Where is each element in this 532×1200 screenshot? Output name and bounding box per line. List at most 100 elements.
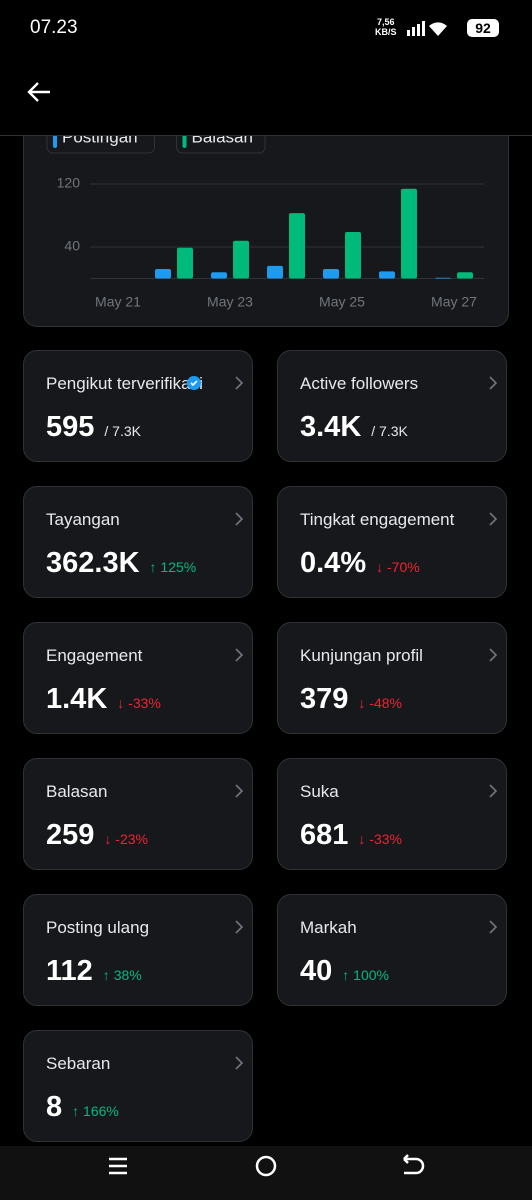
metric-value: 112 (46, 955, 93, 987)
metric-value: 379 (300, 683, 349, 715)
metric-title: Suka (300, 767, 470, 815)
header (0, 55, 532, 136)
metric-change: -33% (117, 695, 161, 711)
nav-icons (109, 1154, 425, 1177)
chevron (489, 784, 498, 798)
metric-value-row: 259 -23% (46, 819, 148, 852)
metric-value-row: 595 / 7.3K (46, 411, 141, 444)
speed-unit: KB/S (375, 27, 397, 37)
status-bar: 07.23 7,56 KB/S 92 (0, 0, 532, 55)
metric-title: Tingkat engagement (300, 495, 470, 543)
metric-value: 362.3K (46, 547, 140, 579)
metric-value-row: 681 -33% (300, 819, 402, 852)
metric-title: Sebaran (46, 1039, 216, 1087)
metric-title: Kunjungan profil (300, 631, 470, 679)
metric-title-text: Sebaran (46, 1053, 111, 1073)
metric-change: -23% (104, 831, 148, 847)
metric-value-row: 3.4K / 7.3K (300, 411, 408, 444)
bar (267, 265, 283, 279)
chevron (235, 1056, 244, 1070)
metric-title: Markah (300, 903, 470, 951)
bar (177, 247, 193, 279)
metric-title: Active followers (300, 359, 470, 407)
metric-change: -70% (376, 559, 420, 575)
metric-title-text: Markah (300, 917, 357, 937)
metric-change: 166% (72, 1103, 119, 1119)
metric-value: 3.4K (300, 411, 362, 443)
metric-title-text: Engagement (46, 645, 143, 665)
metric-value: 40 (300, 955, 333, 987)
time: 07.23 (30, 17, 78, 38)
metric-title-text: Tingkat engagement (300, 509, 455, 529)
x-tick-label: May 23 (207, 294, 253, 310)
metric-card[interactable]: Kunjungan profil 379 -48% (277, 622, 507, 734)
metric-card[interactable]: Balasan 259 -23% (23, 758, 253, 870)
metric-change: 100% (342, 967, 389, 983)
metric-value-row: 8 166% (46, 1091, 119, 1124)
speed: 7,56 (376, 17, 395, 27)
metric-card[interactable]: Active followers 3.4K / 7.3K (277, 350, 507, 462)
metric-card[interactable]: Pengikut terverifikasi 595 / 7.3K (23, 350, 253, 462)
metric-card[interactable]: Sebaran 8 166% (23, 1030, 253, 1142)
chevron (235, 648, 244, 662)
bar (211, 272, 227, 279)
metric-value: 595 (46, 411, 95, 443)
metric-title-text: Balasan (46, 781, 108, 801)
bar (233, 240, 249, 279)
metric-change: 125% (150, 559, 196, 575)
metric-title: Balasan (46, 767, 216, 815)
metric-title-text: Posting ulang (46, 917, 150, 937)
metric-title: Pengikut terverifikasi (46, 359, 216, 407)
x-tick-label: May 27 (431, 294, 477, 310)
metric-title-text: Kunjungan profil (300, 645, 423, 665)
net-speed: 7,56 KB/S (375, 17, 397, 37)
y-tick-label: 40 (64, 238, 80, 254)
y-tick-label: 120 (57, 175, 81, 191)
metric-card[interactable]: Suka 681 -33% (277, 758, 507, 870)
bar (379, 271, 395, 279)
chevron (235, 920, 244, 934)
metric-title-text: Tayangan (46, 509, 120, 529)
bar (345, 232, 361, 279)
metric-title-text: Pengikut terverifikasi (46, 373, 203, 393)
metric-value: 8 (46, 1091, 63, 1123)
back-button[interactable] (26, 80, 52, 104)
metric-card[interactable]: Tingkat engagement 0.4% -70% (277, 486, 507, 598)
metric-value-row: 0.4% -70% (300, 547, 420, 580)
metric-value-row: 40 100% (300, 955, 389, 988)
nav-bar (0, 1146, 532, 1200)
metric-title-text: Active followers (300, 373, 419, 393)
metric-value-row: 362.3K 125% (46, 547, 196, 580)
bar (289, 213, 305, 279)
chevron (489, 920, 498, 934)
metric-title: Tayangan (46, 495, 216, 543)
chevron (489, 512, 498, 526)
metric-value: 259 (46, 819, 95, 851)
metric-total: / 7.3K (371, 423, 408, 439)
metric-card[interactable]: Posting ulang 112 38% (23, 894, 253, 1006)
bar (323, 269, 339, 279)
metric-card[interactable]: Engagement 1.4K -33% (23, 622, 253, 734)
chevron (235, 512, 244, 526)
bar (155, 269, 171, 279)
metric-value-row: 112 38% (46, 955, 142, 988)
battery: 92 (467, 19, 499, 37)
chevron (235, 784, 244, 798)
metric-title-text: Suka (300, 781, 339, 801)
verified-badge (187, 376, 201, 390)
signal-icons (407, 21, 447, 36)
metric-card[interactable]: Tayangan 362.3K 125% (23, 486, 253, 598)
metric-value-row: 379 -48% (300, 683, 402, 716)
metric-card[interactable]: Markah 40 100% (277, 894, 507, 1006)
x-tick-label: May 21 (95, 294, 141, 310)
chevron (489, 648, 498, 662)
metric-value: 0.4% (300, 547, 367, 579)
chevron (489, 376, 498, 390)
metric-title: Engagement (46, 631, 216, 679)
metric-value: 681 (300, 819, 349, 851)
metric-change: -33% (358, 831, 402, 847)
x-tick-label: May 25 (319, 294, 365, 310)
metric-change: 38% (103, 967, 142, 983)
metric-change: -48% (358, 695, 402, 711)
